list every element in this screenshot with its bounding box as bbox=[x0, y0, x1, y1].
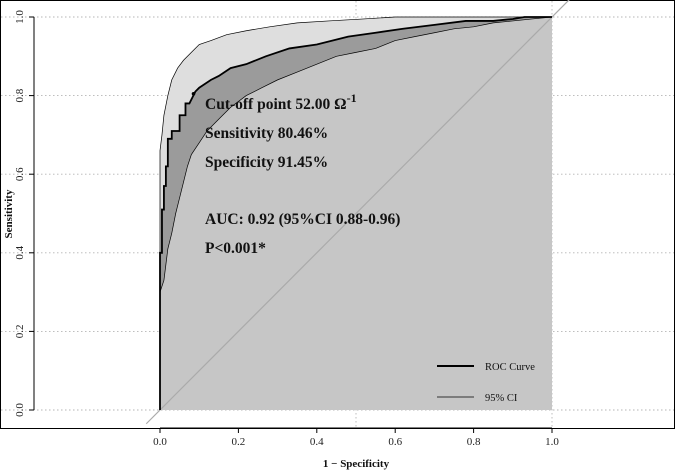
ci-lower-line bbox=[159, 16, 553, 410]
x-tick-label: 0.0 bbox=[153, 436, 167, 448]
annotation-sensitivity: Sensitivity 80.46% bbox=[205, 125, 328, 142]
y-tick-label: 1.0 bbox=[14, 10, 26, 24]
y-tick-label: 0.8 bbox=[14, 88, 26, 102]
x-tick-label: 0.6 bbox=[388, 436, 402, 448]
y-tick-label: 0.2 bbox=[14, 325, 26, 339]
cutoff-point-marker bbox=[191, 91, 196, 96]
ci-upper-line bbox=[159, 16, 552, 410]
ci-band-outer bbox=[160, 17, 552, 410]
y-axis-label: Sensitivity bbox=[3, 189, 15, 238]
ci-bands bbox=[160, 17, 552, 410]
annotation-cutoff-exponent: -1 bbox=[347, 91, 357, 105]
x-tick-label: 1.0 bbox=[545, 436, 559, 448]
legend: ROC Curve 95% CI bbox=[437, 362, 535, 404]
curves bbox=[145, 0, 570, 425]
annotation-specificity: Specificity 91.45% bbox=[205, 154, 328, 171]
y-tick-label: 0.6 bbox=[14, 167, 26, 181]
x-tick-label: 0.8 bbox=[467, 436, 481, 448]
reference-diagonal bbox=[145, 0, 570, 425]
x-tick-label: 0.2 bbox=[232, 436, 246, 448]
annotation-block: Cut-off point 52.00 Ω-1 Sensitivity 80.4… bbox=[205, 91, 400, 257]
annotation-auc: AUC: 0.92 (95%CI 0.88-0.96) bbox=[205, 211, 400, 228]
annotation-cutoff: Cut-off point 52.00 Ω-1 bbox=[205, 91, 357, 113]
y-tick-label: 0.0 bbox=[14, 403, 26, 417]
x-axis: 0.0 0.2 0.4 0.6 0.8 1.0 bbox=[153, 427, 559, 448]
legend-roc-label: ROC Curve bbox=[485, 362, 535, 373]
y-tick-label: 0.4 bbox=[14, 245, 26, 259]
x-tick-label: 0.4 bbox=[310, 436, 324, 448]
x-axis-label: 1 − Specificity bbox=[323, 458, 390, 470]
legend-ci-label: 95% CI bbox=[485, 393, 518, 404]
annotation-pvalue: P<0.001* bbox=[205, 240, 266, 257]
y-axis: 0.0 0.2 0.4 0.6 0.8 1.0 bbox=[14, 10, 35, 417]
